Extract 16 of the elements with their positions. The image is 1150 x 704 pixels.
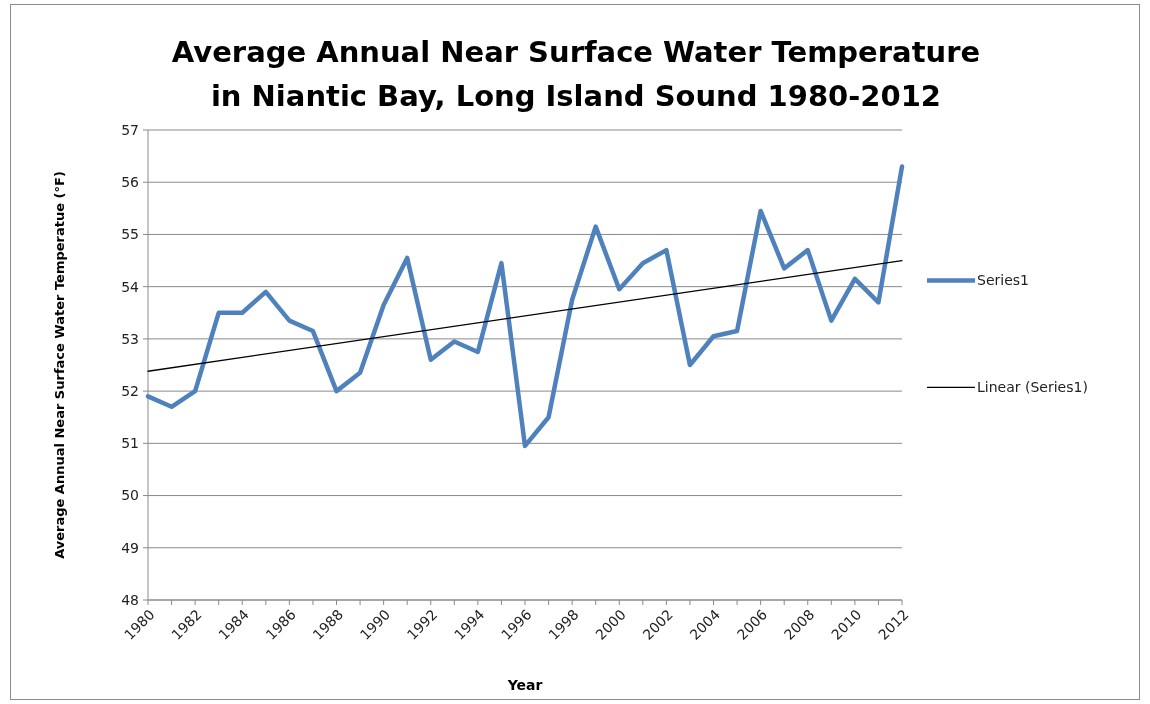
y-tick-label: 53 xyxy=(121,330,139,347)
y-tick-label: 55 xyxy=(121,226,139,243)
x-axis-title: Year xyxy=(506,677,543,693)
y-tick-label: 54 xyxy=(121,278,140,295)
y-tick-label: 52 xyxy=(121,383,139,400)
chart-title: Average Annual Near Surface Water Temperature in Niantic Bay, Long Island Sound 1980-2012 xyxy=(171,35,981,113)
y-tick-label: 48 xyxy=(121,591,139,608)
y-axis-title: Average Annual Near Surface Water Temperatue (°F) xyxy=(52,171,67,559)
legend-label: Linear (Series1) xyxy=(977,379,1088,396)
line-series xyxy=(145,164,905,449)
y-tick-label: 50 xyxy=(121,487,139,504)
y-tick-label: 51 xyxy=(121,435,139,452)
legend-label: Series1 xyxy=(977,272,1029,289)
y-tick-label: 49 xyxy=(121,539,139,556)
y-tick-label: 56 xyxy=(121,174,140,191)
y-tick-label: 57 xyxy=(121,121,139,138)
